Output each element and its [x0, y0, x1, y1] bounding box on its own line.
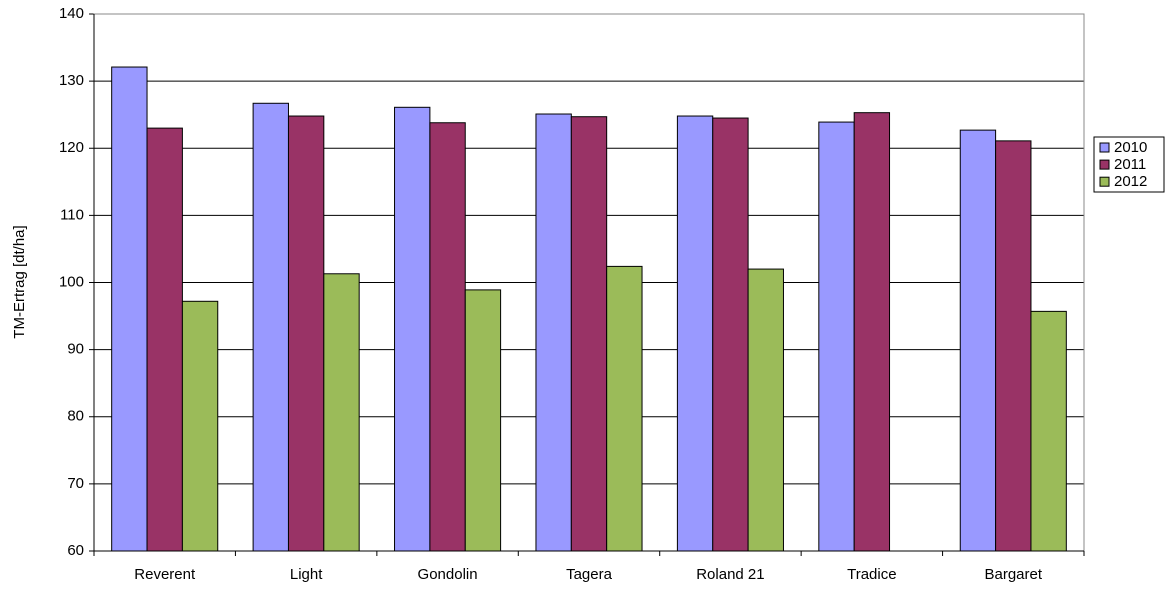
bar [676, 115, 714, 552]
y-tick-label: 80 [67, 408, 84, 425]
bar [394, 106, 431, 552]
bar [323, 273, 360, 552]
bar [252, 102, 289, 552]
bar [995, 140, 1032, 552]
bar [287, 115, 325, 552]
bar [570, 116, 608, 552]
x-tick-label: Tagera [566, 566, 613, 583]
x-tick-label: Reverent [134, 566, 196, 583]
y-tick-label: 130 [59, 72, 84, 89]
legend-swatch [1099, 142, 1110, 153]
y-tick-label: 90 [67, 341, 84, 358]
x-tick-label: Bargaret [985, 566, 1043, 583]
bar [747, 268, 784, 552]
x-tick-label: Tradice [847, 566, 896, 583]
y-tick-label: 120 [59, 139, 84, 156]
bar [1030, 310, 1067, 552]
y-tick-label: 110 [60, 206, 84, 223]
x-tick-label: Gondolin [418, 566, 478, 583]
legend-label: 2012 [1114, 173, 1147, 190]
legend-swatch [1099, 159, 1110, 170]
bar [853, 112, 891, 552]
y-tick-label: 140 [59, 5, 84, 22]
y-tick-label: 60 [67, 542, 84, 559]
bar [464, 289, 502, 552]
bar [606, 265, 643, 552]
legend-label: 2010 [1114, 139, 1147, 156]
y-axis-label: TM-Ertrag [dt/ha] [11, 225, 28, 338]
x-tick-label: Light [290, 566, 323, 583]
bar [146, 127, 183, 552]
y-tick-label: 100 [59, 273, 84, 290]
bar [535, 113, 572, 552]
bar [712, 117, 749, 552]
x-tick-label: Roland 21 [696, 566, 764, 583]
legend-label: 2011 [1114, 156, 1146, 173]
bar [959, 129, 997, 552]
bar [181, 300, 219, 552]
bar [818, 121, 855, 552]
bar [429, 122, 466, 552]
legend-swatch [1099, 176, 1110, 187]
y-tick-label: 70 [67, 475, 84, 492]
bar [111, 66, 148, 552]
